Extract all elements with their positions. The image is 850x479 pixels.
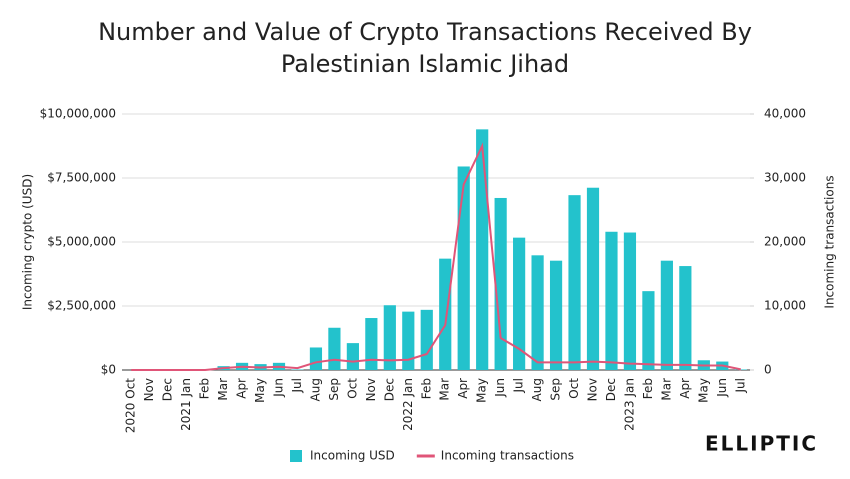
bar — [328, 327, 341, 370]
x-tick-label: Oct — [345, 378, 359, 399]
x-tick-label: May — [696, 378, 710, 403]
x-tick-label: May — [475, 378, 489, 403]
bar — [679, 266, 692, 370]
bar — [660, 260, 673, 370]
y-axis-label: Incoming crypto (USD) — [21, 174, 35, 310]
x-tick-label: Dec — [161, 378, 175, 401]
bar — [586, 187, 600, 370]
x-tick-label: Jun — [715, 378, 729, 398]
legend-label: Incoming USD — [310, 449, 395, 463]
x-tick-label: Dec — [382, 378, 396, 401]
legend-label: Incoming transactions — [441, 449, 574, 463]
x-tick-label: Mar — [438, 378, 452, 401]
x-tick-label: 2021 Jan — [179, 378, 193, 431]
x-tick-label: Jul — [512, 378, 526, 393]
x-tick-label: 2022 Jan — [401, 378, 415, 431]
x-tick-label: Apr — [456, 378, 470, 399]
x-tick-label: May — [253, 378, 267, 403]
bar — [549, 260, 563, 370]
x-tick-label: Jun — [272, 378, 286, 398]
x-tick-label: Jul — [733, 378, 747, 393]
x-tick-label: Oct — [567, 378, 581, 399]
y2-axis-label: Incoming transactions — [823, 175, 837, 308]
x-tick-label: Jul — [290, 378, 304, 393]
y2-tick-label: 20,000 — [764, 235, 806, 249]
bar — [642, 291, 655, 370]
bar — [309, 347, 323, 370]
y2-tick-label: 10,000 — [764, 299, 806, 313]
bar — [291, 369, 304, 370]
y2-tick-label: 0 — [764, 363, 772, 377]
bar — [439, 258, 452, 370]
bar — [605, 231, 618, 370]
x-tick-label: Feb — [419, 378, 433, 399]
y-tick-label: $0 — [101, 363, 116, 377]
x-tick-label: Feb — [198, 378, 212, 399]
x-tick-label: Aug — [530, 378, 544, 401]
bar — [476, 129, 489, 370]
bar — [365, 318, 378, 370]
y-tick-label: $5,000,000 — [47, 235, 116, 249]
bar — [346, 343, 359, 370]
y2-tick-label: 40,000 — [764, 107, 806, 121]
x-tick-label: Nov — [142, 378, 156, 401]
bar — [531, 255, 544, 370]
y-tick-label: $7,500,000 — [47, 171, 116, 185]
y2-tick-label: 30,000 — [764, 171, 806, 185]
x-tick-label: Feb — [641, 378, 655, 399]
x-tick-label: Mar — [659, 378, 673, 401]
bar — [420, 309, 433, 370]
x-tick-label: Apr — [678, 378, 692, 399]
x-tick-label: Sep — [327, 378, 341, 401]
bar — [734, 369, 747, 370]
logo: ELLIPTIC — [705, 432, 818, 456]
y-tick-label: $10,000,000 — [40, 107, 116, 121]
x-tick-label: Nov — [364, 378, 378, 401]
bar — [457, 166, 470, 370]
y-tick-label: $2,500,000 — [47, 299, 116, 313]
x-tick-label: Mar — [216, 378, 230, 401]
x-tick-label: Apr — [235, 378, 249, 399]
chart-title: Number and Value of Crypto Transactions … — [98, 18, 752, 78]
bar — [494, 197, 507, 370]
bar — [383, 305, 396, 370]
x-tick-label: Aug — [308, 378, 322, 401]
legend-swatch — [290, 450, 302, 462]
x-tick-label: Dec — [604, 378, 618, 401]
x-tick-label: 2020 Oct — [124, 378, 138, 433]
x-tick-label: 2023 Jan — [622, 378, 636, 431]
x-tick-label: Sep — [549, 378, 563, 401]
bar — [513, 237, 526, 370]
bar — [568, 195, 581, 370]
bar — [402, 311, 415, 370]
line — [131, 142, 741, 371]
x-tick-label: Nov — [586, 378, 600, 401]
x-tick-label: Jun — [493, 378, 507, 398]
bar — [623, 232, 637, 370]
